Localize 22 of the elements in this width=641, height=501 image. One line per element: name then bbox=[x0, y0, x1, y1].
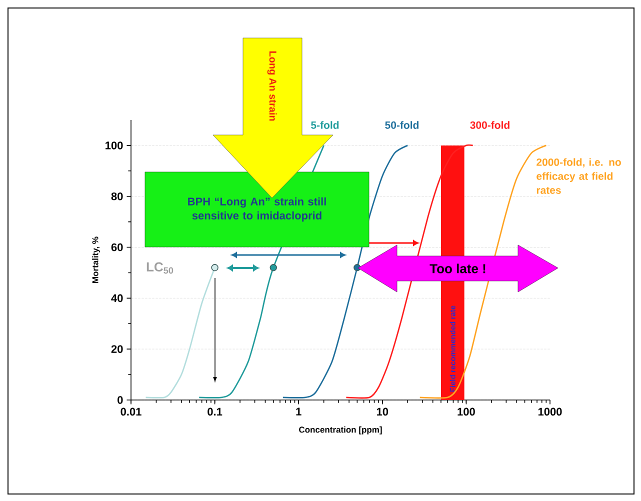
x-axis-title: Concentration [ppm] bbox=[299, 426, 382, 434]
series-label: 300-fold bbox=[470, 121, 510, 129]
y-tick-label: 100 bbox=[106, 142, 123, 150]
y-tick-label: 60 bbox=[111, 243, 123, 252]
y-tick-label: 20 bbox=[111, 345, 123, 353]
series-label: 5-fold bbox=[311, 121, 339, 129]
series-label: 2000-fold, i.e. no efficacy at field rates bbox=[536, 158, 621, 194]
x-tick-label: 10 bbox=[376, 408, 388, 416]
y-tick-label: 80 bbox=[111, 192, 123, 200]
y-axis-title: Mortality, % bbox=[92, 236, 100, 283]
x-tick-label: 0.1 bbox=[208, 408, 222, 416]
series-label: 50-fold bbox=[385, 121, 419, 129]
annotation: BPH “Long An” strain still sensitive to imidacloprid bbox=[188, 197, 326, 222]
y-tick-label: 0 bbox=[118, 396, 123, 404]
x-tick-label: 1 bbox=[296, 408, 302, 416]
annotation: Too late ! bbox=[430, 264, 486, 274]
x-tick-label: 100 bbox=[458, 408, 475, 416]
y-tick-label: 40 bbox=[111, 294, 123, 302]
x-tick-label: 0.01 bbox=[120, 408, 142, 416]
x-tick-label: 1000 bbox=[538, 408, 562, 416]
annotation: Long An strain bbox=[267, 51, 277, 121]
annotation: LC$_{50}$ bbox=[146, 262, 174, 274]
